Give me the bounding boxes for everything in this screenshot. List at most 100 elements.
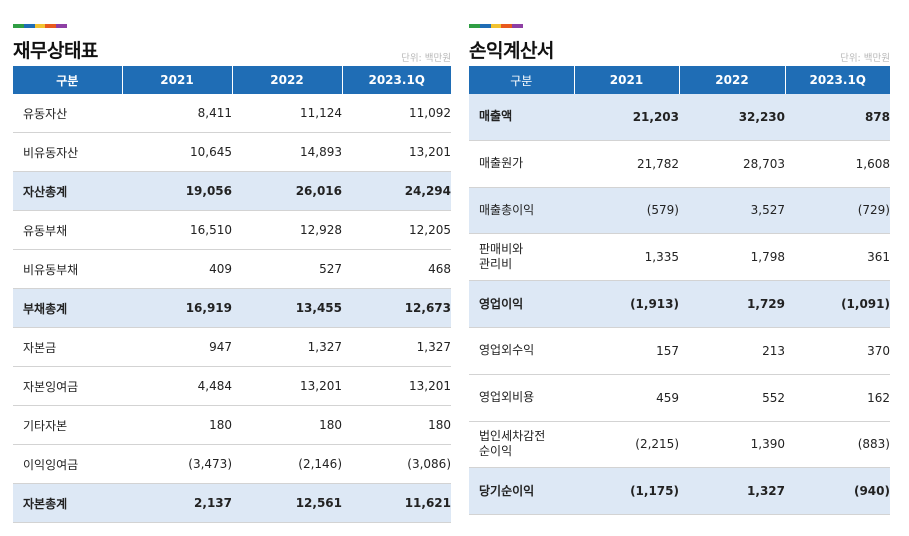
row-value: (729) <box>785 187 890 235</box>
row-value: 32,230 <box>679 94 785 141</box>
row-value: 12,673 <box>342 288 451 328</box>
row-label: 자본잉여금 <box>13 366 122 406</box>
row-value: (579) <box>574 187 679 235</box>
income-statement-unit: 단위: 백만원 <box>840 53 890 64</box>
table-row-total: 자산총계 19,056 26,016 24,294 <box>13 171 451 211</box>
row-value: (940) <box>785 467 890 516</box>
row-label: 유동자산 <box>13 94 122 133</box>
row-value: 12,205 <box>342 210 451 250</box>
row-label: 부채총계 <box>13 288 122 328</box>
row-value: 878 <box>785 94 890 141</box>
balance-sheet-title: 재무상태표 <box>13 40 98 62</box>
header-2021: 2021 <box>122 66 233 94</box>
header-2023-1q: 2023.1Q <box>342 66 451 94</box>
row-value: 14,893 <box>232 132 342 172</box>
row-value: 11,621 <box>342 483 451 523</box>
row-value: 4,484 <box>122 366 232 406</box>
row-value: 13,201 <box>342 366 451 406</box>
stripe-segment <box>490 24 502 28</box>
row-value: (2,146) <box>232 444 342 484</box>
table-row-total: 영업이익 (1,913) 1,729 (1,091) <box>469 280 890 328</box>
stripe-segment <box>479 24 491 28</box>
row-value: 361 <box>785 233 890 282</box>
row-label: 자본총계 <box>13 483 122 523</box>
table-header-row: 구분 2021 2022 2023.1Q <box>469 66 890 94</box>
row-value: (3,473) <box>122 444 232 484</box>
row-value: 1,327 <box>679 467 785 516</box>
income-statement-table: 구분 2021 2022 2023.1Q 매출액 21,203 32,230 878 매… <box>469 66 890 516</box>
row-label: 이익잉여금 <box>13 444 122 484</box>
row-value: 1,327 <box>342 327 451 367</box>
row-value: 21,782 <box>574 140 679 188</box>
row-value: 8,411 <box>122 94 232 133</box>
header-category: 구분 <box>13 66 123 94</box>
row-value: 180 <box>122 405 232 445</box>
balance-sheet-unit: 단위: 백만원 <box>401 53 451 64</box>
header-2022: 2022 <box>232 66 343 94</box>
row-label: 비유동자산 <box>13 132 122 172</box>
row-label: 법인세차감전 순이익 <box>469 421 574 469</box>
row-value: 28,703 <box>679 140 785 188</box>
stripe-segment <box>501 24 513 28</box>
income-statement-title: 손익계산서 <box>469 40 554 62</box>
row-label: 자본금 <box>13 327 122 367</box>
row-value: (1,913) <box>574 280 679 328</box>
stripe-segment <box>56 24 67 28</box>
stripe-segment <box>23 24 35 28</box>
row-label: 자산총계 <box>13 171 122 211</box>
row-value: 26,016 <box>232 171 342 211</box>
row-value: 947 <box>122 327 232 367</box>
row-value: 3,527 <box>679 187 785 235</box>
row-value: 2,137 <box>122 483 232 523</box>
stripe-segment <box>469 24 480 28</box>
row-value: 11,124 <box>232 94 342 133</box>
row-value: 468 <box>342 249 451 289</box>
table-row-total: 당기순이익 (1,175) 1,327 (940) <box>469 467 890 516</box>
stripe-segment <box>13 24 24 28</box>
color-stripe <box>13 24 67 28</box>
row-label: 판매비와 관리비 <box>469 233 574 282</box>
header-2023-1q: 2023.1Q <box>785 66 890 94</box>
table-row: 유동자산 8,411 11,124 11,092 <box>13 94 451 133</box>
row-label: 당기순이익 <box>469 467 574 516</box>
row-value: 12,928 <box>232 210 342 250</box>
row-value: 1,729 <box>679 280 785 328</box>
row-value: 19,056 <box>122 171 232 211</box>
table-row: 비유동부채 409 527 468 <box>13 249 451 289</box>
row-label: 영업외수익 <box>469 327 574 375</box>
row-value: 13,455 <box>232 288 342 328</box>
row-value: 13,201 <box>232 366 342 406</box>
table-row: 영업외수익 157 213 370 <box>469 327 890 375</box>
balance-sheet-panel: 재무상태표 단위: 백만원 구분 2021 2022 2023.1Q 유동자산 8… <box>13 24 451 523</box>
row-label: 영업이익 <box>469 280 574 328</box>
row-label: 매출총이익 <box>469 187 574 235</box>
row-label: 영업외비용 <box>469 374 574 422</box>
row-value: 24,294 <box>342 171 451 211</box>
table-row: 비유동자산 10,645 14,893 13,201 <box>13 132 451 172</box>
table-row: 자본금 947 1,327 1,327 <box>13 327 451 367</box>
row-value: 157 <box>574 327 679 375</box>
row-value: 1,335 <box>574 233 679 282</box>
income-statement-panel: 손익계산서 단위: 백만원 구분 2021 2022 2023.1Q 매출액 21… <box>469 24 890 516</box>
row-label: 매출액 <box>469 94 574 141</box>
table-row: 이익잉여금 (3,473) (2,146) (3,086) <box>13 444 451 484</box>
row-value: (883) <box>785 421 890 469</box>
row-value: (2,215) <box>574 421 679 469</box>
stripe-segment <box>34 24 46 28</box>
row-value: 409 <box>122 249 232 289</box>
row-value: 370 <box>785 327 890 375</box>
row-value: 13,201 <box>342 132 451 172</box>
header-2022: 2022 <box>679 66 786 94</box>
row-value: 11,092 <box>342 94 451 133</box>
row-value: 12,561 <box>232 483 342 523</box>
row-value: (3,086) <box>342 444 451 484</box>
row-value: 1,798 <box>679 233 785 282</box>
table-header-row: 구분 2021 2022 2023.1Q <box>13 66 451 94</box>
row-value: 527 <box>232 249 342 289</box>
table-row-total: 자본총계 2,137 12,561 11,621 <box>13 483 451 523</box>
row-value: 180 <box>232 405 342 445</box>
table-row-total: 매출총이익 (579) 3,527 (729) <box>469 187 890 235</box>
row-value: 162 <box>785 374 890 422</box>
row-label: 비유동부채 <box>13 249 122 289</box>
row-label: 기타자본 <box>13 405 122 445</box>
